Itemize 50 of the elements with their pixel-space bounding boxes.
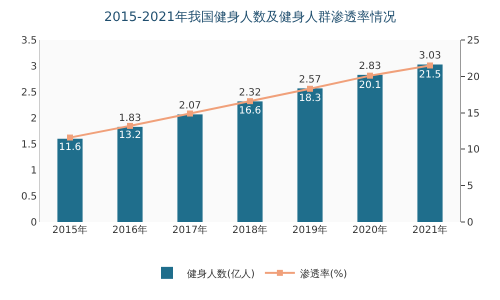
data-label: 2.57 — [298, 74, 322, 86]
point — [247, 98, 253, 104]
y-tick-label: 0 — [30, 218, 37, 228]
point — [67, 134, 73, 141]
point — [127, 122, 133, 129]
point — [367, 72, 373, 79]
x-tick-label: 2021年 — [412, 224, 448, 236]
data-label: 13.2 — [118, 130, 142, 142]
bar — [357, 74, 383, 222]
y-tick-label: 0.5 — [21, 192, 37, 202]
y-tick-label: 1.5 — [21, 140, 37, 150]
y2-tick-label: 10 — [467, 144, 480, 156]
bar — [117, 126, 143, 222]
y-tick-label: 2.5 — [21, 88, 37, 98]
x-tick-label: 2015年 — [52, 224, 88, 236]
data-label: 18.3 — [298, 93, 322, 104]
x-tick-label: 2018年 — [232, 224, 268, 236]
x-tick-label: 2017年 — [172, 224, 208, 236]
legend-label: 健身人数(亿人) — [187, 268, 255, 280]
y2-tick-label: 20 — [467, 72, 480, 83]
x-tick-label: 2019年 — [292, 224, 328, 236]
point — [307, 86, 313, 92]
point — [427, 62, 433, 68]
legend-label: 渗透率(%) — [300, 268, 348, 280]
bar — [177, 114, 203, 222]
data-label: 3.03 — [418, 50, 442, 62]
bar — [297, 88, 323, 222]
chart-title: 2015-2021年我国健身人数及健身人群渗透率情况 — [104, 9, 396, 26]
data-label: 2.32 — [238, 87, 262, 98]
y-tick-label: 2 — [30, 114, 37, 124]
x-tick-label: 2020年 — [352, 224, 388, 236]
y-tick-label: 1 — [30, 166, 37, 176]
data-label: 2.07 — [178, 100, 202, 112]
y-tick-label: 3 — [30, 62, 37, 72]
data-label: 1.83 — [118, 112, 142, 124]
x-tick-label: 2016年 — [112, 224, 148, 236]
y2-tick-label: 5 — [467, 181, 474, 192]
bar — [57, 138, 83, 222]
data-label: 20.1 — [358, 80, 382, 91]
data-label: 11.6 — [58, 142, 82, 153]
data-label: 2.83 — [358, 60, 382, 72]
data-label: 21.5 — [418, 70, 442, 81]
y2-tick-label: 0 — [467, 218, 474, 228]
data-label: 16.6 — [238, 105, 262, 116]
bar — [237, 101, 263, 222]
y-tick-label: 3.5 — [21, 36, 37, 46]
bar — [417, 64, 443, 222]
y2-tick-label: 15 — [467, 108, 480, 120]
point — [187, 110, 193, 117]
y2-tick-label: 25 — [467, 36, 480, 46]
